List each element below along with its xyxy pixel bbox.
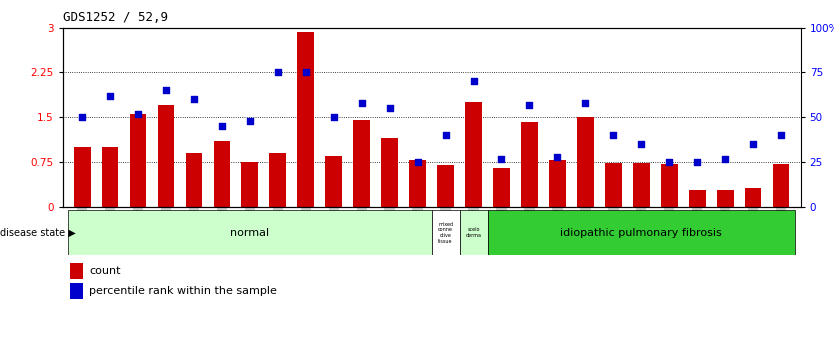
Point [467, 79, 480, 84]
Text: percentile rank within the sample: percentile rank within the sample [89, 286, 277, 296]
Bar [460, 210, 488, 255]
Point [355, 100, 369, 106]
Bar [102, 147, 118, 207]
Point [635, 141, 648, 147]
Bar [242, 162, 259, 207]
Bar [633, 163, 650, 207]
Bar [73, 147, 91, 207]
Bar [214, 141, 230, 207]
Point [299, 70, 313, 75]
Bar [437, 165, 454, 207]
Point [215, 124, 229, 129]
Bar [70, 284, 83, 299]
Bar [185, 153, 203, 207]
Bar [432, 210, 460, 255]
Bar [493, 168, 510, 207]
Point [718, 156, 731, 161]
Bar [409, 160, 426, 207]
Bar [68, 210, 432, 255]
Bar [354, 120, 370, 207]
Bar [605, 163, 621, 207]
Bar [488, 210, 795, 255]
Point [75, 115, 88, 120]
Bar [298, 32, 314, 207]
Point [271, 70, 284, 75]
Text: disease state ▶: disease state ▶ [0, 228, 76, 238]
Bar [549, 160, 565, 207]
Point [327, 115, 340, 120]
Bar [129, 114, 147, 207]
Point [132, 111, 145, 117]
Bar [745, 188, 761, 207]
Point [439, 132, 452, 138]
Bar [772, 164, 790, 207]
Point [746, 141, 760, 147]
Point [244, 118, 257, 124]
Text: mixed
conne
ctive
tissue: mixed conne ctive tissue [438, 222, 453, 244]
Text: count: count [89, 266, 121, 276]
Point [579, 100, 592, 106]
Text: GDS1252 / 52,9: GDS1252 / 52,9 [63, 11, 168, 24]
Point [159, 88, 173, 93]
Point [411, 159, 425, 165]
Point [662, 159, 676, 165]
Bar [689, 190, 706, 207]
Bar [70, 263, 83, 279]
Point [523, 102, 536, 108]
Bar [465, 102, 482, 207]
Text: scelo
derma: scelo derma [465, 227, 481, 238]
Bar [521, 122, 538, 207]
Bar [269, 153, 286, 207]
Point [188, 97, 201, 102]
Bar [325, 156, 342, 207]
Text: idiopathic pulmonary fibrosis: idiopathic pulmonary fibrosis [560, 228, 722, 238]
Text: normal: normal [230, 228, 269, 238]
Point [383, 106, 396, 111]
Bar [381, 138, 398, 207]
Bar [661, 164, 677, 207]
Point [691, 159, 704, 165]
Bar [716, 190, 734, 207]
Point [550, 154, 564, 159]
Point [775, 132, 788, 138]
Point [606, 132, 620, 138]
Point [103, 93, 117, 99]
Bar [158, 105, 174, 207]
Point [495, 156, 508, 161]
Bar [577, 117, 594, 207]
